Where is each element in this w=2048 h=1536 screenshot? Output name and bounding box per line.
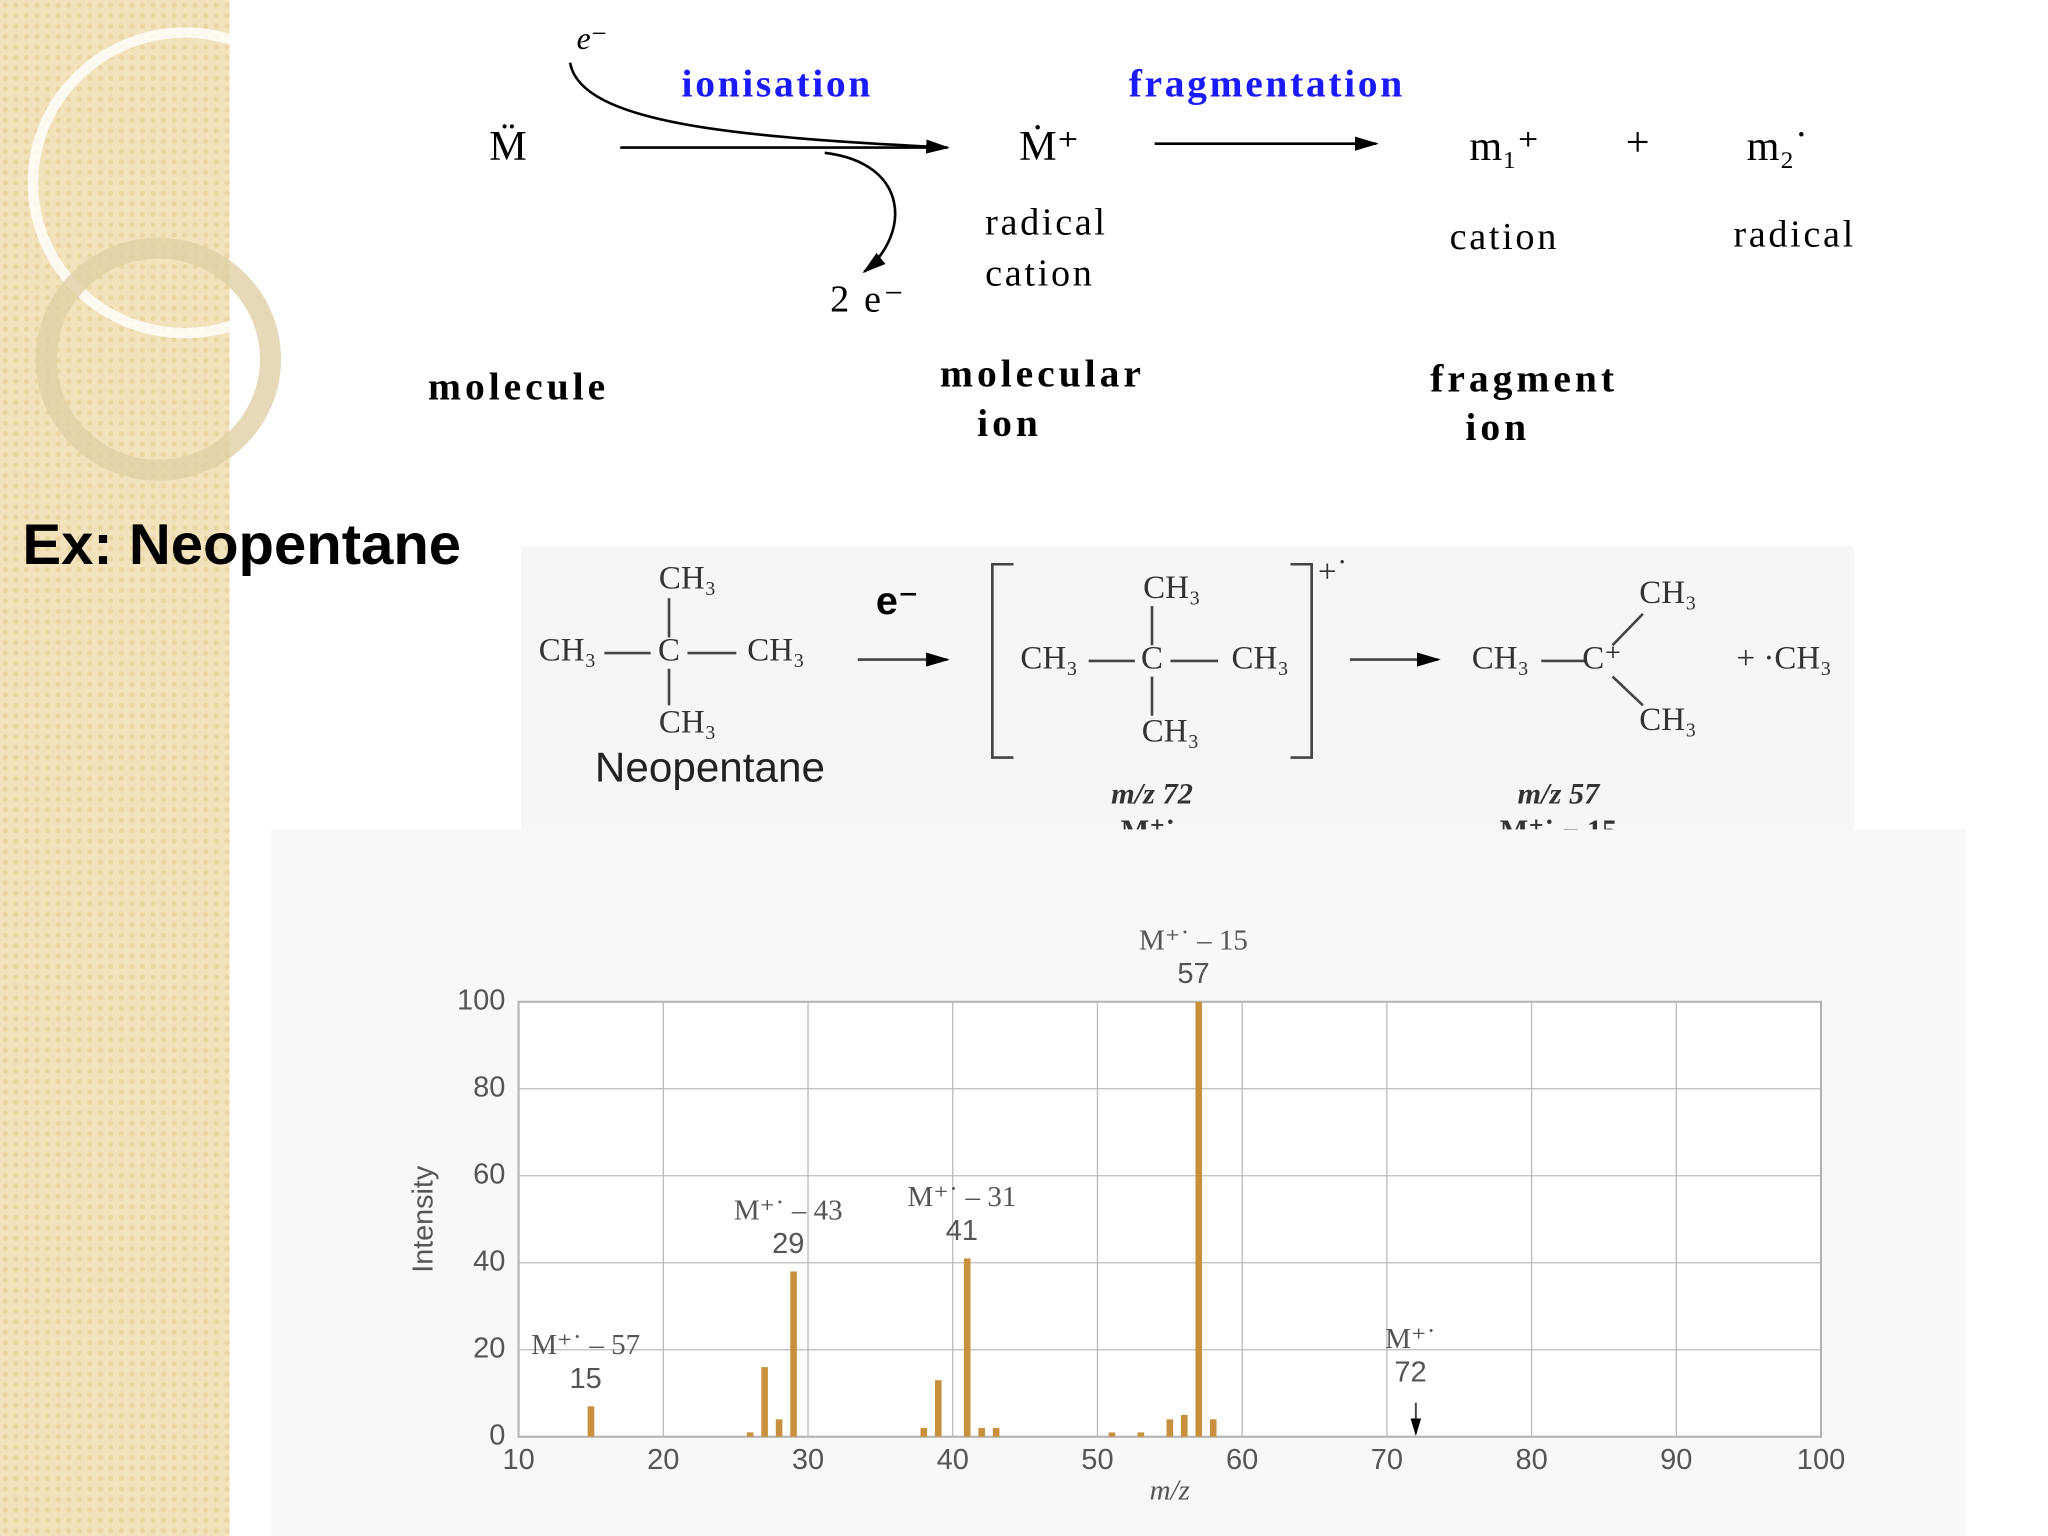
- y-tick-label: 80: [473, 1071, 505, 1103]
- symbol: M̈: [489, 123, 527, 169]
- y-tick-label: 20: [473, 1332, 505, 1364]
- ion-caption: m/z 72: [1111, 777, 1193, 811]
- chem-label: CH₃: [1639, 575, 1696, 611]
- bracket: [991, 562, 1014, 759]
- bar: [775, 1419, 783, 1437]
- x-tick-label: 30: [792, 1444, 824, 1476]
- decor-ring: [35, 237, 282, 481]
- annotation-value: 57: [1177, 958, 1209, 990]
- y-tick-label: 60: [473, 1158, 505, 1190]
- annotation-value: 72: [1394, 1357, 1426, 1389]
- stage-label: molecule: [428, 365, 609, 409]
- symbol: m₁⁺: [1469, 124, 1539, 170]
- annotation-label: M⁺˙ – 15: [1139, 925, 1248, 957]
- step-label: fragmentation: [1129, 62, 1405, 106]
- chem-label: +˙: [1318, 554, 1348, 590]
- chem-label: C⁺: [1582, 641, 1621, 677]
- chem-label: + ·CH₃: [1737, 641, 1832, 677]
- bar: [992, 1428, 1000, 1437]
- bar: [1166, 1419, 1174, 1437]
- ion-caption: m/z 57: [1518, 777, 1602, 811]
- bar: [746, 1432, 754, 1437]
- bar: [1137, 1432, 1145, 1437]
- plot-area: [517, 1000, 1823, 1438]
- annotation-label: M⁺˙ – 57: [531, 1329, 640, 1361]
- chem-label: CH₃: [539, 633, 596, 669]
- bar: [587, 1406, 595, 1437]
- x-tick-label: 10: [502, 1444, 534, 1476]
- chem-label: CH₃: [1639, 702, 1696, 738]
- note: radical: [1733, 214, 1856, 256]
- y-tick-label: 100: [457, 985, 505, 1017]
- annotation-value: 29: [772, 1228, 804, 1260]
- bar: [1209, 1419, 1217, 1437]
- side-band: [0, 0, 230, 1536]
- annotation-value: 41: [946, 1215, 978, 1247]
- x-tick-label: 20: [647, 1444, 679, 1476]
- annotation-label: M⁺˙: [1385, 1323, 1436, 1355]
- bar: [934, 1380, 942, 1437]
- stage-label: molecular: [940, 352, 1145, 396]
- chem-label: CH₃: [1020, 641, 1077, 677]
- note: cation: [1450, 216, 1559, 258]
- x-tick-label: 100: [1797, 1444, 1845, 1476]
- symbol: Ṁ⁺: [1019, 124, 1079, 170]
- chem-label: CH₃: [659, 705, 716, 741]
- y-tick-label: 40: [473, 1245, 505, 1277]
- stage-label: ion: [977, 401, 1042, 445]
- example-heading: Ex: Neopentane: [22, 513, 461, 577]
- chem-label: CH₃: [1143, 570, 1200, 606]
- x-tick-label: 70: [1371, 1444, 1403, 1476]
- chem-label: C: [1141, 641, 1163, 677]
- chem-label: CH₃: [747, 633, 804, 669]
- bond: [1611, 612, 1644, 647]
- annotation-value: 15: [570, 1363, 602, 1395]
- reaction-panel: [521, 545, 1855, 863]
- note: 2 e⁻: [830, 279, 906, 321]
- chem-label: CH₃: [1142, 714, 1199, 750]
- chem-label: CH₃: [659, 561, 716, 597]
- electron: e⁻: [876, 579, 919, 623]
- chem-label: C: [658, 633, 680, 669]
- note: cation: [985, 253, 1094, 295]
- bracket: [1290, 562, 1313, 759]
- bar: [761, 1367, 768, 1437]
- annotation-label: M⁺˙ – 43: [734, 1194, 843, 1226]
- arrow: [568, 62, 950, 154]
- ionisation-diagram: e⁻ ionisation fragmentation M̈ Ṁ⁺ m₁⁺ + …: [428, 21, 1856, 449]
- chem-label: CH₃: [1472, 641, 1529, 677]
- step-label: ionisation: [682, 62, 873, 106]
- mass-spectrum: 0 20 40 60 80 100 10 20 30 40 50 60 70 80 90 100 m/z Inte…: [407, 925, 1845, 1507]
- x-tick-label: 80: [1515, 1444, 1547, 1476]
- bar: [963, 1258, 971, 1437]
- annotation-label: M⁺˙ – 31: [908, 1181, 1017, 1213]
- stage-label: fragment: [1430, 357, 1618, 401]
- bond: [1611, 675, 1644, 707]
- reaction-scheme: [604, 562, 1644, 759]
- symbol: m₂˙: [1747, 124, 1809, 170]
- x-axis-label: m/z: [1150, 1475, 1190, 1507]
- stage-label: ion: [1465, 405, 1530, 449]
- y-axis-label: Intensity: [407, 1165, 439, 1273]
- bar: [1180, 1414, 1188, 1437]
- x-tick-label: 90: [1660, 1444, 1692, 1476]
- bar: [1108, 1432, 1116, 1437]
- bar: [790, 1271, 797, 1437]
- arrow: [824, 151, 897, 274]
- decor-ring: [27, 27, 342, 339]
- bar: [978, 1428, 985, 1437]
- compound-name: Neopentane: [595, 744, 825, 791]
- symbol: +: [1626, 120, 1650, 166]
- chem-label: CH₃: [1232, 641, 1289, 677]
- x-tick-label: 50: [1081, 1444, 1113, 1476]
- bar: [920, 1428, 928, 1437]
- x-tick-label: 40: [937, 1444, 969, 1476]
- electron-in: e⁻: [577, 21, 608, 56]
- note: radical: [985, 202, 1108, 244]
- x-tick-label: 60: [1226, 1444, 1258, 1476]
- bar: [1195, 1001, 1203, 1437]
- y-tick-label: 0: [489, 1419, 505, 1451]
